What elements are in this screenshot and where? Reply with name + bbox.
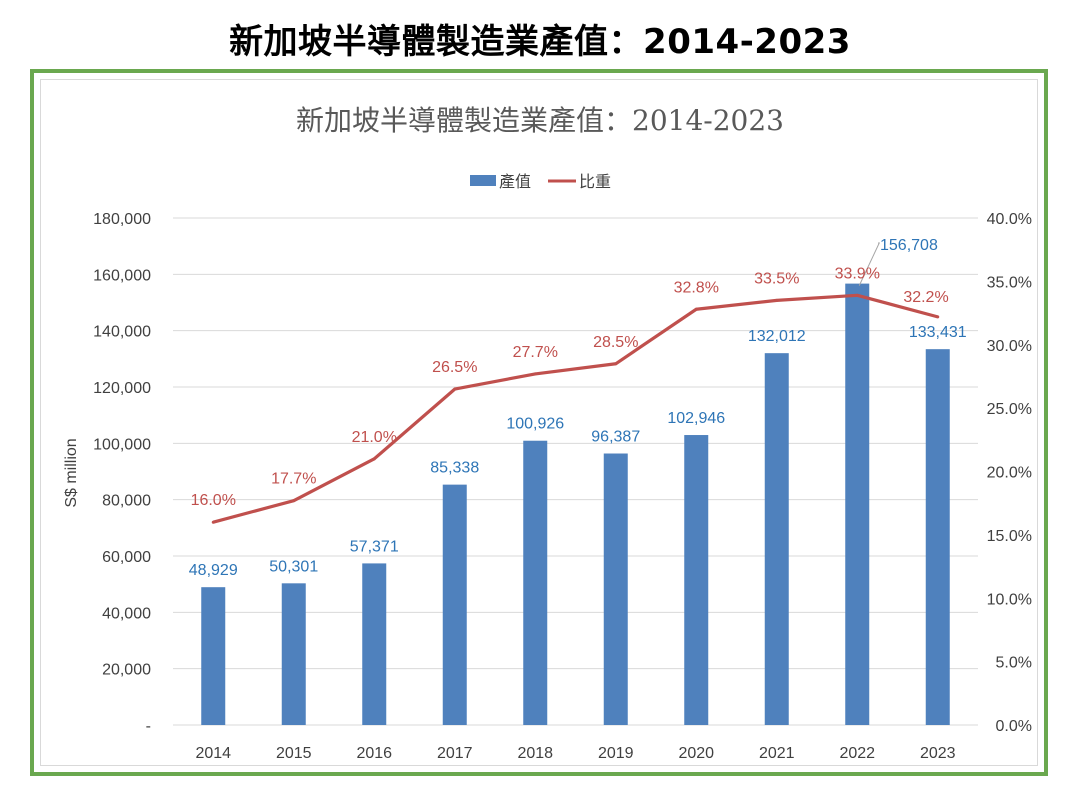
- line-point: [936, 315, 940, 319]
- x-tick-label: 2017: [437, 745, 473, 762]
- line-series: [211, 293, 940, 524]
- x-tick-label: 2018: [517, 745, 553, 762]
- y-axis-ticks: - 20,000 40,000 60,000 80,000 100,000 120,000 1…: [93, 211, 151, 735]
- line-point: [533, 372, 537, 376]
- line-point: [775, 298, 779, 302]
- y2-tick-label: 40.0%: [987, 211, 1032, 228]
- x-tick-label: 2016: [356, 745, 392, 762]
- x-tick-label: 2022: [839, 745, 875, 762]
- y-tick-label: 100,000: [93, 436, 151, 453]
- y-tick-label: 160,000: [93, 267, 151, 284]
- chart-title: 新加坡半導體製造業產值：2014-2023: [296, 104, 784, 137]
- bar-data-label: 57,371: [350, 538, 399, 555]
- bar: [845, 283, 870, 725]
- line-point: [614, 362, 618, 366]
- bar-data-label: 102,946: [667, 410, 725, 427]
- line-point: [694, 307, 698, 311]
- y-tick-label: 120,000: [93, 380, 151, 397]
- y2-tick-label: 25.0%: [987, 401, 1032, 418]
- line-point: [211, 520, 215, 524]
- y2-axis-ticks: 0.0% 5.0% 10.0% 15.0% 20.0% 25.0% 30.0% 35.0% 40…: [987, 211, 1032, 735]
- line-data-label: 32.2%: [903, 289, 948, 306]
- bar-data-label: 85,338: [430, 460, 479, 477]
- bar-series: [201, 283, 950, 725]
- bar-data-label: 156,708: [880, 237, 938, 254]
- line-data-label: 26.5%: [432, 359, 477, 376]
- bar-data-label: 133,431: [909, 324, 967, 341]
- bar: [523, 440, 548, 725]
- x-axis-ticks: 2014 2015 2016 2017 2018 2019 2020 2021 2022 2023: [195, 745, 955, 762]
- line-point: [292, 499, 296, 503]
- bar: [764, 353, 789, 725]
- line-point: [372, 457, 376, 461]
- bar-data-labels: 48,929 50,301 57,371 85,338 100,926 96,387 102…: [189, 237, 967, 579]
- legend-swatch-bar: [470, 175, 496, 186]
- line-data-label: 17.7%: [271, 471, 316, 488]
- x-tick-label: 2019: [598, 745, 634, 762]
- line-data-label: 28.5%: [593, 334, 638, 351]
- x-tick-label: 2021: [759, 745, 795, 762]
- bar-label-leader: [858, 242, 881, 286]
- y-tick-label: 140,000: [93, 324, 151, 341]
- legend-label-bar: 產值: [499, 172, 531, 191]
- bar-data-label: 100,926: [506, 416, 564, 433]
- y2-tick-label: 10.0%: [987, 591, 1032, 608]
- x-tick-label: 2015: [276, 745, 312, 762]
- x-tick-label: 2020: [678, 745, 714, 762]
- page-title: 新加坡半導體製造業產值：2014-2023: [229, 22, 851, 62]
- bar: [684, 435, 709, 725]
- y-tick-label: 180,000: [93, 211, 151, 228]
- bar: [362, 563, 387, 725]
- bar-data-label: 48,929: [189, 562, 238, 579]
- bar: [201, 587, 226, 725]
- line-point: [855, 293, 859, 297]
- line-point: [453, 387, 457, 391]
- y-tick-label: 40,000: [102, 605, 151, 622]
- bar: [925, 349, 950, 725]
- bar: [442, 484, 467, 725]
- line-data-label: 33.5%: [754, 270, 799, 287]
- chart-legend: 產值 比重: [470, 172, 611, 191]
- y-axis-title: S$ million: [63, 438, 80, 507]
- x-tick-label: 2023: [920, 745, 956, 762]
- y2-tick-label: 5.0%: [996, 655, 1032, 672]
- line-data-label: 27.7%: [513, 344, 558, 361]
- bar-data-label: 96,387: [591, 429, 640, 446]
- y2-tick-label: 20.0%: [987, 465, 1032, 482]
- y2-tick-label: 15.0%: [987, 528, 1032, 545]
- line-data-label: 21.0%: [352, 429, 397, 446]
- legend-label-line: 比重: [579, 172, 611, 191]
- bar: [281, 583, 306, 725]
- y-tick-label: -: [146, 718, 151, 735]
- y2-tick-label: 35.0%: [987, 274, 1032, 291]
- line-data-label: 33.9%: [835, 265, 880, 282]
- bar-data-label: 132,012: [748, 328, 806, 345]
- x-tick-label: 2014: [195, 745, 231, 762]
- line-data-labels: 16.0% 17.7% 21.0% 26.5% 27.7% 28.5% 32.8% 33.5%…: [191, 265, 949, 509]
- gridlines: [173, 217, 978, 726]
- bar: [603, 453, 628, 725]
- line-path: [212, 293, 939, 524]
- line-data-label: 16.0%: [191, 492, 236, 509]
- y-tick-label: 60,000: [102, 549, 151, 566]
- line-data-label: 32.8%: [674, 279, 719, 296]
- bar-data-label: 50,301: [269, 558, 318, 575]
- y2-tick-label: 30.0%: [987, 338, 1032, 355]
- y2-tick-label: 0.0%: [996, 718, 1032, 735]
- chart-area-border: [40, 79, 1038, 766]
- y-tick-label: 20,000: [102, 662, 151, 679]
- y-tick-label: 80,000: [102, 493, 151, 510]
